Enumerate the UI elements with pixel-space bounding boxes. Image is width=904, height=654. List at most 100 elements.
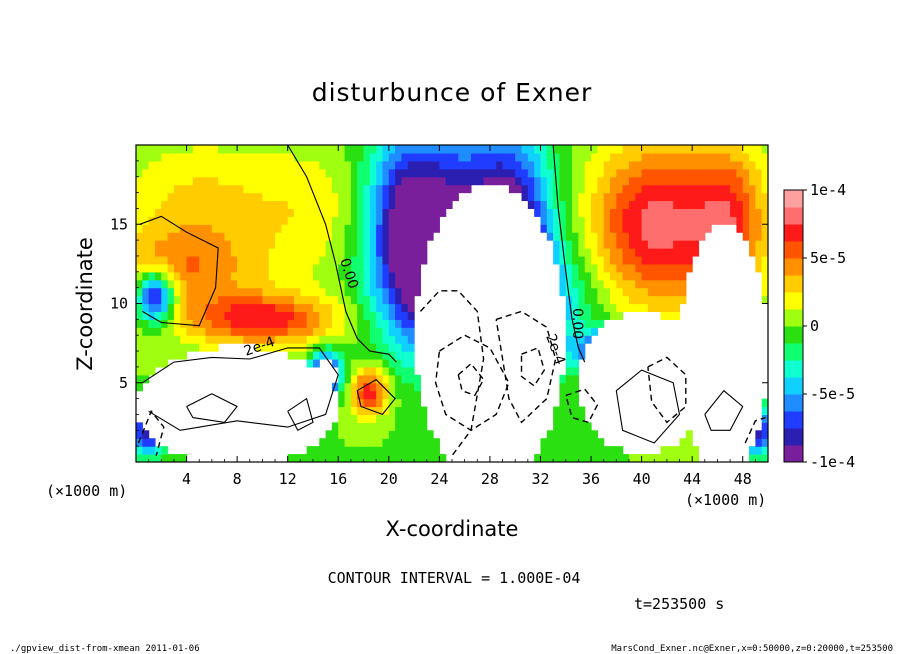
heatmap-cell — [136, 232, 143, 241]
heatmap-cell — [230, 335, 238, 344]
heatmap-cell — [597, 255, 605, 265]
heatmap-cell — [572, 192, 579, 202]
heatmap-cell — [641, 255, 649, 265]
heatmap-cell — [224, 168, 232, 178]
contour-line-negative — [457, 362, 485, 397]
heatmap-cell — [616, 184, 624, 194]
heatmap-cell — [407, 406, 415, 416]
heatmap-cell — [363, 311, 371, 320]
heatmap-cell — [350, 311, 358, 320]
heatmap-cell — [546, 232, 554, 241]
heatmap-cell — [698, 152, 706, 162]
heatmap-cell — [407, 351, 415, 360]
heatmap-cell — [584, 438, 592, 447]
heatmap-cell — [388, 414, 396, 423]
heatmap-cell — [597, 446, 605, 455]
heatmap-cell — [294, 303, 301, 313]
heatmap-cell — [666, 454, 674, 462]
heatmap-cell — [357, 406, 365, 416]
heatmap-cell — [401, 398, 409, 408]
heatmap-cell — [369, 295, 377, 305]
heatmap-cell — [180, 311, 188, 320]
heatmap-cell — [597, 168, 605, 178]
heatmap-cell — [312, 303, 320, 313]
heatmap-cell — [584, 335, 592, 344]
heatmap-cell — [578, 248, 586, 257]
heatmap-cell — [262, 152, 270, 162]
heatmap-cell — [736, 208, 744, 217]
heatmap-cell — [433, 200, 440, 209]
heatmap-cell — [205, 343, 213, 352]
heatmap-cell — [597, 160, 605, 170]
heatmap-cell — [660, 176, 668, 186]
heatmap-cell — [407, 358, 415, 368]
heatmap-cell — [401, 343, 409, 352]
heatmap-cell — [192, 255, 200, 265]
heatmap-cell — [647, 255, 655, 265]
heatmap-cell — [294, 335, 301, 344]
heatmap-cell — [382, 311, 390, 320]
heatmap-cell — [407, 454, 415, 462]
heatmap-cell — [294, 192, 301, 202]
heatmap-cell — [256, 240, 263, 249]
heatmap-cell — [312, 295, 320, 305]
heatmap-cell — [407, 287, 415, 297]
heatmap-cell — [268, 240, 276, 249]
heatmap-cell — [610, 303, 617, 313]
heatmap-cell — [148, 224, 156, 233]
heatmap-cell — [344, 438, 352, 447]
heatmap-cell — [426, 446, 434, 455]
heatmap-cell — [477, 168, 485, 178]
heatmap-cell — [723, 208, 731, 217]
heatmap-cell — [230, 160, 238, 170]
heatmap-cell — [218, 176, 226, 186]
heatmap-cell — [502, 160, 510, 170]
heatmap-cell — [407, 422, 415, 431]
heatmap-cell — [180, 208, 188, 217]
heatmap-cell — [376, 271, 384, 281]
heatmap-cell — [199, 192, 207, 202]
heatmap-cell — [730, 216, 737, 225]
heatmap-cell — [363, 438, 371, 447]
heatmap-cell — [142, 216, 150, 225]
heatmap-cell — [565, 255, 573, 265]
heatmap-cell — [167, 145, 175, 154]
heatmap-cell — [180, 327, 188, 336]
heatmap-cell — [458, 176, 466, 186]
heatmap-cell — [616, 152, 624, 162]
heatmap-cell — [603, 311, 611, 320]
heatmap-cell — [622, 240, 630, 249]
heatmap-cell — [281, 224, 289, 233]
heatmap-cell — [173, 295, 181, 305]
heatmap-cell — [660, 255, 668, 265]
heatmap-cell — [572, 327, 579, 336]
heatmap-cell — [344, 319, 352, 328]
heatmap-cell — [319, 311, 327, 320]
heatmap-cell — [433, 216, 440, 225]
heatmap-cell — [357, 343, 365, 352]
heatmap-cell — [180, 295, 188, 305]
heatmap-cell — [154, 271, 162, 281]
heatmap-cell — [256, 200, 263, 209]
heatmap-cell — [572, 200, 579, 209]
heatmap-cell — [597, 295, 605, 305]
heatmap-cell — [357, 295, 365, 305]
heatmap-cell — [540, 200, 548, 209]
heatmap-cell — [148, 208, 156, 217]
heatmap-cell — [306, 327, 314, 336]
heatmap-cell — [161, 295, 169, 305]
heatmap-cell — [237, 311, 245, 320]
heatmap-cell — [382, 263, 390, 273]
heatmap-cell — [363, 160, 371, 170]
heatmap-cell — [546, 176, 554, 186]
heatmap-cell — [369, 145, 377, 154]
heatmap-cell — [338, 271, 346, 281]
heatmap-cell — [673, 192, 681, 202]
heatmap-cell — [357, 255, 365, 265]
heatmap-cell — [344, 358, 352, 368]
heatmap-cell — [711, 168, 719, 178]
heatmap-cell — [142, 351, 150, 360]
heatmap-cell — [420, 454, 428, 462]
heatmap-cell — [205, 184, 213, 194]
